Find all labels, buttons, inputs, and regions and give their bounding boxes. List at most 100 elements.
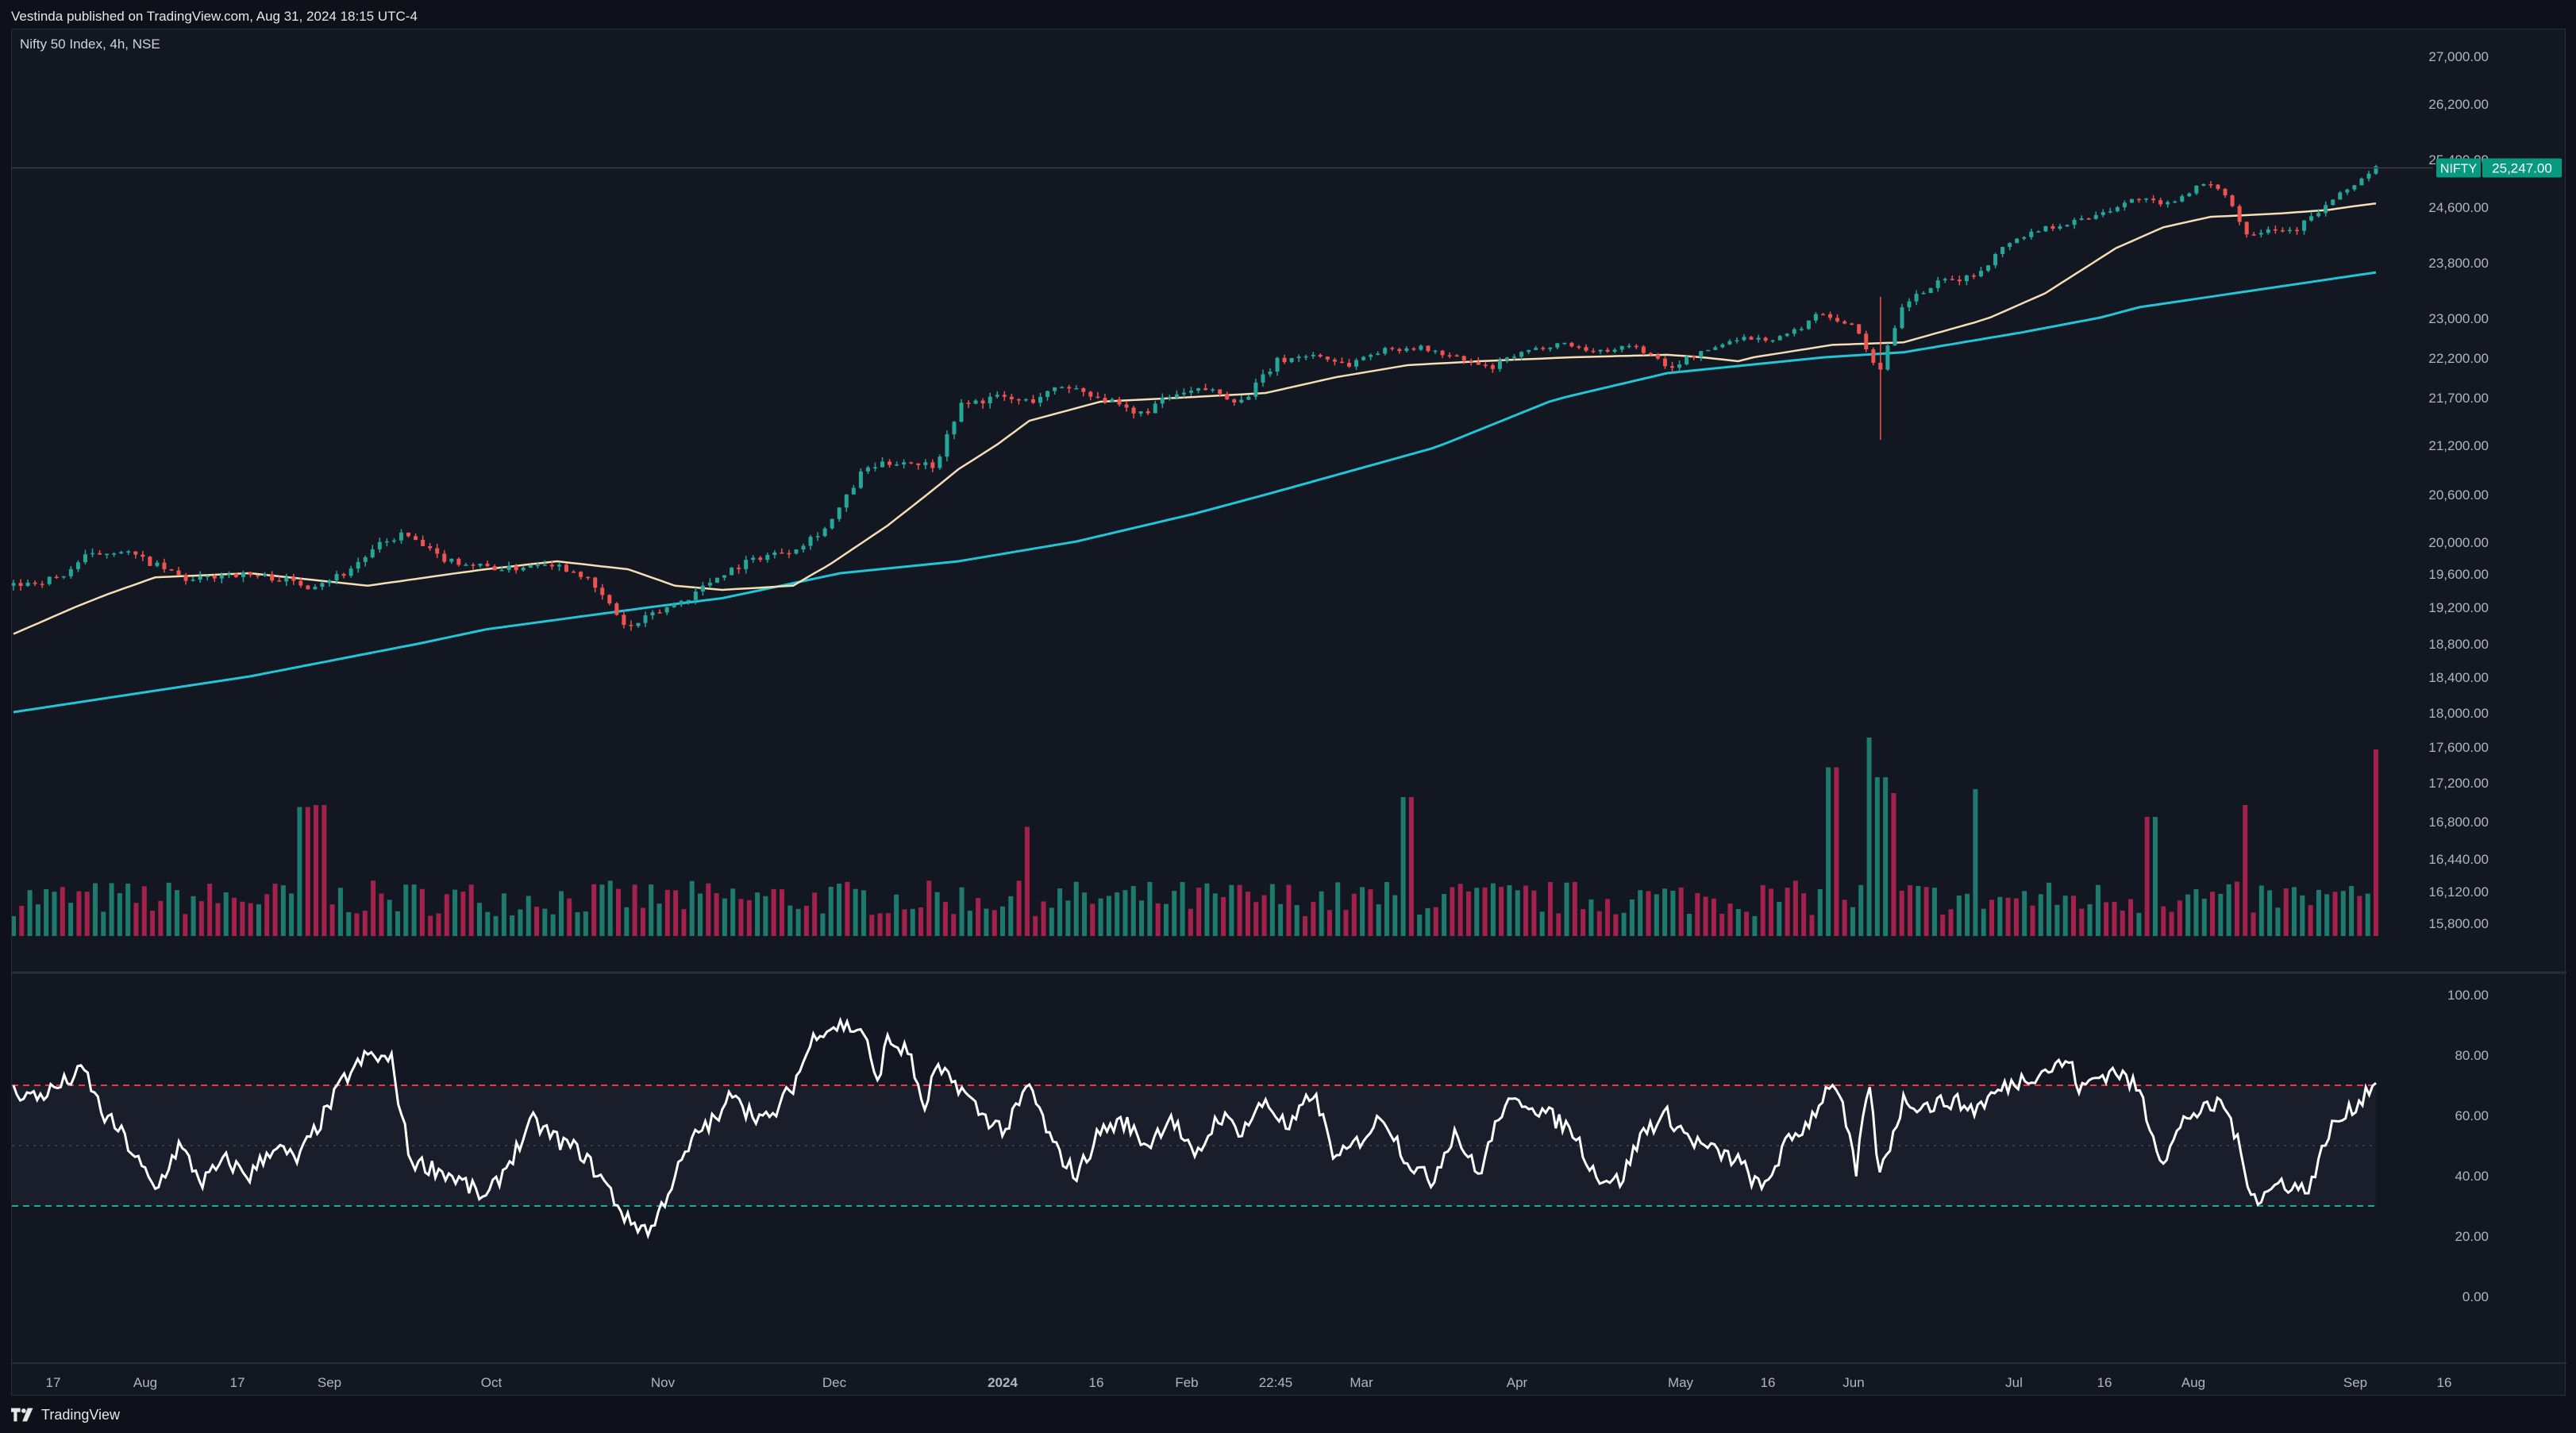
sma-fast-line <box>13 202 2377 635</box>
volume-bar <box>755 892 760 936</box>
candle-body <box>1655 354 1660 359</box>
volume-bar <box>746 899 752 936</box>
candle-body <box>1692 356 1696 358</box>
candle-body <box>1311 354 1315 356</box>
candle-body <box>1110 399 1115 403</box>
time-axis-label: 22:45 <box>1259 1375 1293 1390</box>
candle-body <box>1490 365 1495 369</box>
candle-body <box>2223 188 2228 196</box>
volume-bar <box>2120 911 2125 936</box>
brand-footer[interactable]: TradingView <box>11 1402 120 1427</box>
volume-bar <box>976 898 981 936</box>
volume-bar <box>681 909 687 936</box>
candle-body <box>1433 350 1438 352</box>
candle-body <box>607 595 612 604</box>
volume-bar <box>493 915 499 936</box>
volume-bar <box>2095 884 2100 936</box>
candle-body <box>772 552 777 556</box>
candle-body <box>2144 198 2149 200</box>
candle-body <box>2108 211 2112 213</box>
time-axis-label: 16 <box>1761 1375 1776 1390</box>
candle-body <box>1605 349 1610 352</box>
candle-body <box>930 462 935 468</box>
volume-bar <box>1908 885 1913 936</box>
candle-body <box>2166 202 2170 205</box>
volume-bar <box>2201 898 2207 936</box>
candle-body <box>1584 347 1588 351</box>
price-axis-label: 16,800.00 <box>2428 815 2489 830</box>
candle-body <box>1935 280 1940 288</box>
volume-bar <box>452 889 458 936</box>
volume-bar <box>395 911 400 936</box>
volume-bar <box>1842 899 1847 936</box>
time-axis-label: Jul <box>2005 1375 2023 1390</box>
candle-body <box>499 569 504 572</box>
volume-bar <box>2136 912 2142 936</box>
candle-body <box>1211 389 1215 391</box>
volume-bar <box>1850 907 1855 936</box>
time-axis-label: May <box>1668 1375 1694 1390</box>
candle-body <box>1174 394 1179 398</box>
volume-bar <box>322 805 327 936</box>
candle-body <box>1081 387 1086 392</box>
volume-bar <box>926 880 932 936</box>
volume-bar <box>1433 907 1438 936</box>
candle-body <box>2079 218 2084 220</box>
volume-bar <box>1621 912 1627 936</box>
candle-body <box>1404 348 1409 352</box>
volume-bar <box>845 881 850 936</box>
candle-body <box>2258 233 2263 235</box>
chart-panel[interactable]: 27,000.0026,200.0025,400.0024,600.0023,8… <box>11 29 2566 1396</box>
candle-body <box>1519 352 1524 357</box>
volume-bar <box>362 911 368 936</box>
volume-bar <box>1556 913 1561 936</box>
candle-body <box>1181 392 1186 395</box>
candle-body <box>1103 398 1107 403</box>
volume-bar <box>215 903 221 936</box>
brand-name: TradingView <box>41 1406 121 1423</box>
volume-bar <box>894 894 899 936</box>
volume-bar <box>2226 884 2231 936</box>
volume-bar <box>27 890 33 936</box>
candle-body <box>1483 364 1488 366</box>
volume-bar <box>1899 890 1904 936</box>
volume-bar <box>910 908 915 936</box>
candle-body <box>1454 355 1459 357</box>
candle-body <box>535 564 540 567</box>
volume-bar <box>1180 882 1185 936</box>
volume-bar <box>1703 896 1708 936</box>
volume-bar <box>2332 892 2338 936</box>
chart-canvas[interactable]: 27,000.0026,200.0025,400.0024,600.0023,8… <box>12 29 2566 1396</box>
candle-body <box>586 576 591 579</box>
candle-body <box>47 576 52 584</box>
candle-body <box>1411 348 1416 350</box>
candle-body <box>2208 184 2213 186</box>
candle-body <box>1598 349 1603 352</box>
candle-body <box>320 583 325 587</box>
candle-body <box>629 625 633 626</box>
candle-body <box>888 461 892 465</box>
candle-body <box>1332 359 1337 362</box>
rsi-axis-label: 60.00 <box>2455 1108 2489 1123</box>
time-axis-label: 2024 <box>988 1375 1018 1390</box>
volume-bar <box>730 888 736 936</box>
volume-bar <box>2152 817 2158 936</box>
candle-body <box>219 575 224 579</box>
volume-bar <box>1613 914 1619 936</box>
price-axis-label: 24,600.00 <box>2428 200 2489 215</box>
candle-body <box>155 562 160 566</box>
volume-bar <box>1507 885 1512 936</box>
volume-bar <box>2177 900 2182 936</box>
volume-bar <box>2275 907 2281 936</box>
candle-body <box>1053 387 1057 391</box>
candle-body <box>1799 329 1804 330</box>
volume-bar <box>92 883 98 936</box>
candle-body <box>2331 199 2335 206</box>
volume-bar <box>607 880 613 936</box>
candle-body <box>414 536 418 541</box>
candle-body <box>1907 301 1912 308</box>
volume-bar <box>1777 901 1782 936</box>
volume-bar <box>1940 915 1946 936</box>
volume-bar <box>1163 903 1169 936</box>
volume-bar <box>256 904 261 936</box>
